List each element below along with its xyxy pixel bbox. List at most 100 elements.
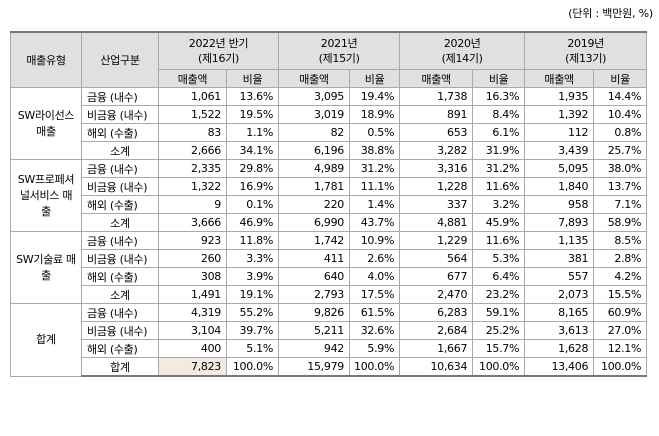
ratio-value-cell: 31.2%: [472, 159, 526, 178]
table-row: 비금융 (내수) 1,322 16.9% 1,781 11.1% 1,228 11.6% 1,…: [11, 177, 648, 196]
sales-value-cell: 9,826: [278, 303, 350, 322]
sales-value-cell: 4,319: [158, 303, 227, 322]
sales-value-cell: 10,634: [399, 357, 474, 377]
ratio-value-cell: 12.1%: [593, 339, 648, 358]
ratio-value-cell: 23.2%: [472, 285, 526, 304]
ratio-value-cell: 55.2%: [226, 303, 279, 322]
subtotal-label: 소계: [81, 213, 159, 232]
ratio-value-cell: 59.1%: [472, 303, 526, 322]
industry-cell: 해외 (수출): [81, 123, 159, 142]
subtotal-label: 소계: [81, 285, 159, 304]
sales-value-cell: 7,893: [524, 213, 595, 232]
ratio-value-cell: 6.4%: [472, 267, 526, 286]
unit-note: (단위 : 백만원, %): [568, 7, 653, 20]
sales-value-cell: 1,840: [524, 177, 595, 196]
industry-cell: 금융 (내수): [81, 303, 159, 322]
sales-value-cell: 653: [399, 123, 474, 142]
sales-value-cell: 1,522: [158, 105, 227, 124]
sales-value-cell: 1,061: [158, 87, 227, 106]
sales-value-cell: 308: [158, 267, 227, 286]
sales-value-cell: 15,979: [278, 357, 350, 377]
sales-value-cell: 557: [524, 267, 595, 286]
sales-value-cell: 1,935: [524, 87, 595, 106]
ratio-value-cell: 14.4%: [593, 87, 648, 106]
header-sales: 매출액: [524, 69, 595, 88]
sales-value-cell: 1,628: [524, 339, 595, 358]
sales-value-cell: 1,738: [399, 87, 474, 106]
sales-value-cell: 3,095: [278, 87, 350, 106]
sales-table: 매출유형 산업구분 2022년 반기 (제16기) 2021년 (제15기) 2…: [10, 31, 648, 377]
table-body: SW라이선스 매출 금융 (내수) 1,061 13.6% 3,095 19.4% 1,73…: [10, 87, 648, 377]
ratio-value-cell: 13.7%: [593, 177, 648, 196]
sales-value-cell: 2,470: [399, 285, 474, 304]
header-industry: 산업구분: [81, 31, 159, 88]
sales-value-cell: 411: [278, 249, 350, 268]
sales-value-cell: 3,666: [158, 213, 227, 232]
sales-type-cell: SW기술료 매출: [10, 231, 82, 304]
sales-value-cell: 8,165: [524, 303, 595, 322]
ratio-value-cell: 0.8%: [593, 123, 648, 142]
table-row: 소계 1,491 19.1% 2,793 17.5% 2,470 23.2% 2,073 15.…: [11, 285, 648, 304]
sales-value-cell: 6,283: [399, 303, 474, 322]
sales-value-cell: 1,229: [399, 231, 474, 250]
sales-value-cell: 9: [158, 195, 227, 214]
sales-value-cell: 7,823: [158, 357, 227, 377]
ratio-value-cell: 100.0%: [348, 357, 401, 377]
sales-value-cell: 942: [278, 339, 350, 358]
ratio-value-cell: 38.8%: [348, 141, 401, 160]
sales-type-cell: 합계: [10, 303, 82, 377]
header-period-2020: 2020년 (제14기): [399, 31, 526, 70]
sales-value-cell: 2,684: [399, 321, 474, 340]
ratio-value-cell: 15.7%: [472, 339, 526, 358]
period-year: 2022년 반기: [188, 37, 249, 50]
ratio-value-cell: 45.9%: [472, 213, 526, 232]
sales-type-cell: SW프로페셔널서비스 매출: [10, 159, 82, 232]
ratio-value-cell: 15.5%: [593, 285, 648, 304]
ratio-value-cell: 2.8%: [593, 249, 648, 268]
ratio-value-cell: 1.4%: [348, 195, 401, 214]
sales-value-cell: 891: [399, 105, 474, 124]
ratio-value-cell: 1.1%: [226, 123, 279, 142]
sales-value-cell: 1,667: [399, 339, 474, 358]
table-row: 합계 금융 (내수) 4,319 55.2% 9,826 61.5% 6,283 59.1% 8…: [10, 303, 648, 377]
sales-value-cell: 3,316: [399, 159, 474, 178]
ratio-value-cell: 8.4%: [472, 105, 526, 124]
sales-value-cell: 1,491: [158, 285, 227, 304]
ratio-value-cell: 58.9%: [593, 213, 648, 232]
sales-value-cell: 1,135: [524, 231, 595, 250]
sales-value-cell: 400: [158, 339, 227, 358]
sales-value-cell: 3,019: [278, 105, 350, 124]
table-row: 해외 (수출) 83 1.1% 82 0.5% 653 6.1% 112 0.8%: [11, 123, 648, 142]
sales-value-cell: 1,322: [158, 177, 227, 196]
subtotal-label: 합계: [81, 357, 159, 377]
industry-cell: 금융 (내수): [81, 231, 159, 250]
sales-value-cell: 82: [278, 123, 350, 142]
industry-cell: 비금융 (내수): [81, 321, 159, 340]
header-ratio: 비율: [472, 69, 526, 88]
table-row: 비금융 (내수) 260 3.3% 411 2.6% 564 5.3% 381 2.8%: [11, 249, 648, 268]
sales-value-cell: 381: [524, 249, 595, 268]
header-sales: 매출액: [158, 69, 227, 88]
sales-value-cell: 2,666: [158, 141, 227, 160]
sales-value-cell: 4,989: [278, 159, 350, 178]
period-term: (제14기): [441, 52, 483, 65]
ratio-value-cell: 11.8%: [226, 231, 279, 250]
ratio-value-cell: 0.1%: [226, 195, 279, 214]
ratio-value-cell: 18.9%: [348, 105, 401, 124]
ratio-value-cell: 11.6%: [472, 231, 526, 250]
ratio-value-cell: 100.0%: [593, 357, 648, 377]
ratio-value-cell: 5.9%: [348, 339, 401, 358]
ratio-value-cell: 32.6%: [348, 321, 401, 340]
ratio-value-cell: 31.2%: [348, 159, 401, 178]
period-year: 2021년: [320, 37, 358, 50]
sales-value-cell: 6,990: [278, 213, 350, 232]
sales-value-cell: 3,104: [158, 321, 227, 340]
table-row: SW프로페셔널서비스 매출 금융 (내수) 2,335 29.8% 4,989 31.2%…: [10, 159, 648, 232]
ratio-value-cell: 31.9%: [472, 141, 526, 160]
header-ratio: 비율: [348, 69, 401, 88]
sales-value-cell: 2,793: [278, 285, 350, 304]
ratio-value-cell: 8.5%: [593, 231, 648, 250]
ratio-value-cell: 5.1%: [226, 339, 279, 358]
table-row: SW라이선스 매출 금융 (내수) 1,061 13.6% 3,095 19.4% 1,73…: [10, 87, 648, 160]
table-row: 비금융 (내수) 3,104 39.7% 5,211 32.6% 2,684 25.2% 3,…: [11, 321, 648, 340]
